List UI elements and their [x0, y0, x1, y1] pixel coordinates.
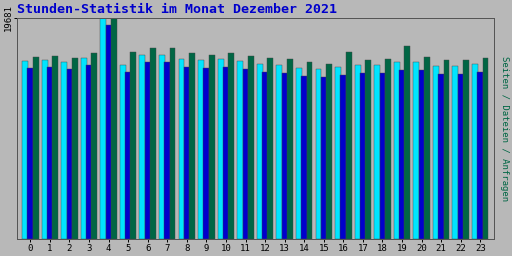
Bar	[22, 61, 28, 239]
Bar	[150, 48, 156, 239]
Bar	[243, 69, 248, 239]
Bar	[223, 67, 229, 239]
Bar	[315, 69, 322, 239]
Bar	[276, 65, 282, 239]
Bar	[100, 18, 106, 239]
Bar	[394, 62, 400, 239]
Y-axis label: Seiten / Dateien / Anfragen: Seiten / Dateien / Anfragen	[500, 56, 508, 201]
Bar	[203, 68, 209, 239]
Bar	[365, 60, 371, 239]
Bar	[189, 54, 195, 239]
Bar	[379, 73, 386, 239]
Bar	[413, 62, 419, 239]
Bar	[262, 71, 268, 239]
Bar	[399, 70, 405, 239]
Bar	[67, 69, 72, 239]
Bar	[404, 46, 410, 239]
Bar	[91, 54, 97, 239]
Bar	[307, 62, 312, 239]
Bar	[131, 52, 136, 239]
Bar	[86, 65, 92, 239]
Bar	[477, 71, 483, 239]
Bar	[164, 62, 170, 239]
Bar	[267, 58, 273, 239]
Bar	[453, 66, 458, 239]
Bar	[237, 61, 243, 239]
Bar	[169, 48, 176, 239]
Bar	[321, 77, 327, 239]
Bar	[248, 56, 254, 239]
Bar	[228, 54, 234, 239]
Bar	[139, 55, 145, 239]
Bar	[335, 67, 341, 239]
Bar	[438, 74, 444, 239]
Bar	[257, 63, 263, 239]
Bar	[374, 65, 380, 239]
Bar	[111, 18, 117, 239]
Bar	[360, 73, 366, 239]
Bar	[296, 68, 302, 239]
Bar	[179, 59, 184, 239]
Bar	[47, 67, 53, 239]
Bar	[346, 52, 352, 239]
Bar	[282, 73, 288, 239]
Bar	[209, 55, 215, 239]
Bar	[218, 59, 224, 239]
Bar	[159, 55, 165, 239]
Bar	[61, 62, 67, 239]
Bar	[105, 25, 112, 239]
Bar	[72, 58, 78, 239]
Bar	[28, 68, 33, 239]
Bar	[198, 60, 204, 239]
Bar	[340, 75, 346, 239]
Bar	[301, 76, 307, 239]
Bar	[443, 60, 450, 239]
Bar	[120, 65, 126, 239]
Bar	[355, 65, 360, 239]
Bar	[81, 58, 87, 239]
Bar	[145, 62, 151, 239]
Bar	[424, 57, 430, 239]
Text: Stunden-Statistik im Monat Dezember 2021: Stunden-Statistik im Monat Dezember 2021	[16, 4, 336, 16]
Bar	[287, 59, 293, 239]
Bar	[433, 66, 439, 239]
Bar	[41, 60, 48, 239]
Bar	[472, 63, 478, 239]
Bar	[458, 74, 464, 239]
Bar	[419, 70, 424, 239]
Bar	[463, 60, 469, 239]
Bar	[33, 57, 38, 239]
Bar	[125, 71, 131, 239]
Bar	[184, 67, 190, 239]
Bar	[385, 59, 391, 239]
Bar	[326, 63, 332, 239]
Bar	[483, 58, 488, 239]
Bar	[52, 56, 58, 239]
